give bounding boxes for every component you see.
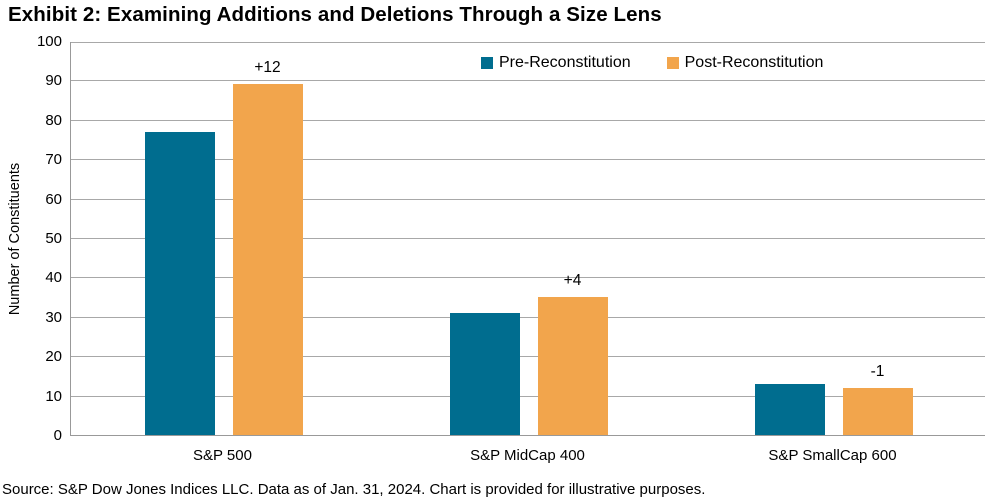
x-category-label-s-p-midcap-400: S&P MidCap 400 <box>470 447 585 464</box>
gridline-70 <box>71 159 985 161</box>
y-tick-label-60: 60 <box>45 190 62 208</box>
legend-label-post-reconstitution: Post-Reconstitution <box>684 54 824 71</box>
bar-pre-reconstitution-s-p-500 <box>144 131 215 435</box>
gridline-90 <box>71 80 985 82</box>
gridline-80 <box>71 119 985 121</box>
legend-swatch-pre-reconstitution-icon <box>481 57 493 69</box>
y-tick-label-80: 80 <box>45 111 62 129</box>
bar-pre-reconstitution-s-p-midcap-400 <box>449 312 520 435</box>
x-category-label-s-p-smallcap-600: S&P SmallCap 600 <box>768 447 897 464</box>
y-tick-label-90: 90 <box>45 72 62 90</box>
x-category-label-s-p-500: S&P 500 <box>193 447 252 464</box>
legend-item-pre-reconstitution: Pre-Reconstitution <box>481 54 631 72</box>
y-tick-label-70: 70 <box>45 151 62 169</box>
gridline-100 <box>71 42 985 43</box>
delta-label-s-p-smallcap-600: -1 <box>870 362 885 380</box>
gridline-50 <box>71 238 985 239</box>
source-note: Source: S&P Dow Jones Indices LLC. Data … <box>2 481 706 498</box>
legend: Pre-Reconstitution Post-Reconstitution <box>481 54 823 72</box>
delta-label-s-p-500: +12 <box>254 59 281 77</box>
bar-post-reconstitution-s-p-midcap-400 <box>537 297 608 435</box>
legend-label-pre-reconstitution: Pre-Reconstitution <box>499 54 631 71</box>
y-tick-label-100: 100 <box>36 33 62 50</box>
chart-title: Exhibit 2: Examining Additions and Delet… <box>8 3 662 26</box>
gridline-60 <box>71 198 985 200</box>
bar-post-reconstitution-s-p-500 <box>232 84 303 435</box>
y-tick-label-0: 0 <box>53 427 62 444</box>
gridline-10 <box>71 395 985 397</box>
gridline-20 <box>71 356 985 358</box>
y-tick-label-10: 10 <box>45 387 62 405</box>
y-tick-label-50: 50 <box>45 230 62 247</box>
bar-pre-reconstitution-s-p-smallcap-600 <box>754 383 825 435</box>
bar-post-reconstitution-s-p-smallcap-600 <box>842 387 913 435</box>
gridline-30 <box>71 316 985 318</box>
legend-swatch-post-reconstitution-icon <box>666 57 679 69</box>
delta-label-s-p-midcap-400: +4 <box>563 272 582 290</box>
y-tick-label-30: 30 <box>45 308 62 326</box>
plot-area: Pre-Reconstitution Post-Reconstitution +1… <box>70 42 985 436</box>
gridline-40 <box>71 277 985 279</box>
y-tick-label-40: 40 <box>45 269 62 287</box>
y-tick-label-20: 20 <box>45 348 62 366</box>
legend-item-post-reconstitution: Post-Reconstitution <box>666 54 824 72</box>
